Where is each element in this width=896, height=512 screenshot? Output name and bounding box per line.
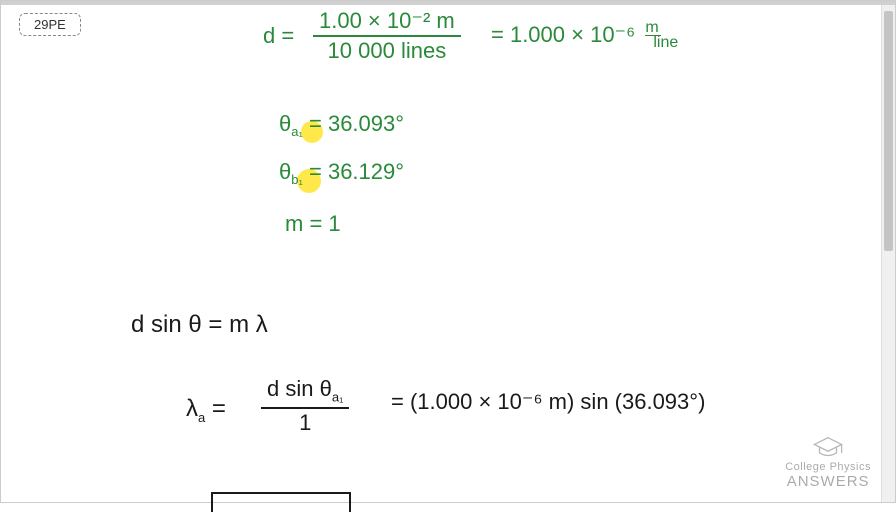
eq-m: m = 1 [285,211,341,237]
lambda-num-sub: a₁ [332,389,344,404]
d-fraction: 1.00 × 10⁻² m 10 000 lines [313,9,461,63]
brand-line1: College Physics [785,461,871,473]
theta-b-value: = 36.129° [309,159,404,184]
lambda-sub: a [198,410,205,425]
theta-b-symbol: θ [279,159,291,184]
graduation-cap-icon [811,433,845,461]
brand-line2: Answers [787,473,870,490]
theta-a-symbol: θ [279,111,291,136]
eq-lambda-fraction: d sin θa₁ 1 [261,377,349,435]
d-unit-bot: line [645,36,678,50]
eq-d-fraction: 1.00 × 10⁻² m 10 000 lines [313,9,461,63]
theta-a-value: = 36.093° [309,111,404,136]
scrollbar-thumb[interactable] [884,11,893,251]
scrollbar[interactable] [881,5,895,502]
problem-badge: 29PE [19,13,81,36]
lambda-symbol: λ [186,395,198,422]
partial-box [211,492,351,512]
eq-lambda-lhs: λa = [186,395,226,425]
lambda-den: 1 [293,409,317,435]
eq-theta-a: θa₁ = 36.093° [279,111,404,139]
m-value: m = 1 [285,211,341,236]
lambda-fraction: d sin θa₁ 1 [261,377,349,435]
eq-theta-b: θb₁ = 36.129° [279,159,404,187]
eq-d-lhs: d = [263,23,294,49]
theta-a-sub: a₁ [291,124,303,139]
formula-text: d sin θ = m λ [131,311,268,338]
eq-d-result: = 1.000 × 10⁻⁶ m line [491,21,678,51]
lambda-calc-text: = (1.000 × 10⁻⁶ m) sin (36.093°) [391,389,705,414]
problem-label: 29PE [34,17,66,32]
eq-formula: d sin θ = m λ [131,311,268,339]
top-border [1,1,895,5]
d-denominator: 10 000 lines [322,37,453,63]
d-equals: d = [263,23,294,48]
watermark: College Physics Answers [785,433,871,490]
eq-lambda-calc: = (1.000 × 10⁻⁶ m) sin (36.093°) [391,389,705,415]
d-result-eq: = 1.000 × 10⁻⁶ [491,22,635,47]
lambda-num: d sin θa₁ [261,377,349,409]
lambda-eq: = [212,395,226,422]
theta-b-sub: b₁ [291,172,303,187]
d-numerator: 1.00 × 10⁻² m [313,9,461,37]
lambda-num-pre: d sin θ [267,376,332,401]
d-result-unit: m line [645,21,678,51]
